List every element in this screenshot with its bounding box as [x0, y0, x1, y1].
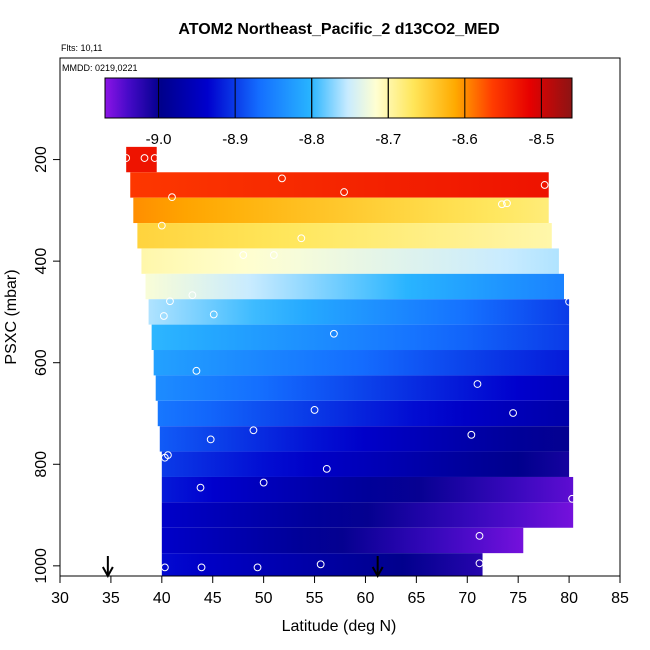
- sample-point: [467, 430, 476, 439]
- sample-point: [140, 154, 149, 162]
- colorbar-tick-label: -8.6: [452, 131, 478, 148]
- colorbar-tick-label: -8.8: [299, 131, 325, 148]
- heatmap-row: [145, 273, 564, 300]
- sample-point: [160, 563, 169, 572]
- heatmap-row: [161, 502, 574, 528]
- chart-title: ATOM2 Northeast_Pacific_2 d13CO2_MED: [178, 21, 499, 38]
- y-tick-label: 400: [33, 248, 50, 275]
- heatmap-row: [130, 172, 549, 198]
- sample-point: [197, 563, 206, 572]
- sample-point: [475, 531, 484, 540]
- sample-point: [196, 483, 205, 492]
- x-tick-label: 45: [204, 590, 222, 607]
- heatmap-row: [148, 299, 570, 325]
- heatmap-row: [137, 223, 552, 249]
- sample-point: [297, 234, 306, 243]
- x-tick-label: 30: [51, 590, 69, 607]
- x-tick-label: 60: [357, 590, 375, 607]
- x-axis-label: Latitude (deg N): [282, 618, 397, 635]
- x-tick-label: 55: [306, 590, 324, 607]
- latitude-arrow-head: [101, 566, 114, 579]
- sample-point: [209, 310, 218, 319]
- sample-point: [192, 366, 201, 375]
- heatmap-row: [161, 553, 483, 576]
- x-tick-label: 35: [102, 590, 120, 607]
- colorbar-tick-label: -8.9: [222, 131, 248, 148]
- x-tick-label: 40: [153, 590, 171, 607]
- sample-point: [316, 560, 325, 569]
- sample-point: [188, 291, 197, 300]
- latitude-arrow-head: [371, 566, 384, 579]
- heatmap-row: [133, 197, 549, 224]
- sample-point: [310, 406, 319, 414]
- heatmap-row: [141, 248, 559, 274]
- heatmap-row: [153, 350, 570, 376]
- sample-point: [168, 193, 176, 202]
- sample-point: [503, 199, 511, 208]
- sample-point: [540, 181, 549, 189]
- plot-frame: [59, 57, 621, 577]
- heatmap-row: [155, 375, 570, 401]
- sample-point: [249, 426, 258, 435]
- y-tick-label: 800: [33, 451, 50, 478]
- sample-point: [278, 174, 286, 183]
- sample-point: [122, 154, 131, 162]
- sample-point: [160, 453, 169, 462]
- latitude-arrows: [101, 556, 384, 579]
- sample-points: [122, 154, 577, 572]
- sample-point: [329, 329, 338, 338]
- sample-point: [322, 464, 331, 473]
- sample-point: [269, 251, 278, 259]
- heatmap-row: [161, 527, 524, 554]
- sample-point: [340, 188, 348, 196]
- y-axis-label: PSXC (mbar): [3, 269, 20, 364]
- x-tick-label: 75: [509, 590, 527, 607]
- flights-label: Flts: 10,11: [61, 43, 102, 53]
- x-tick-label: 50: [255, 590, 273, 607]
- sample-point: [166, 297, 174, 306]
- sample-point: [157, 221, 166, 230]
- y-axis: 200 400 600 800 1000: [33, 146, 60, 584]
- colorbar-tick-label: -9.0: [146, 131, 172, 148]
- heatmap-row: [161, 476, 574, 503]
- sample-point: [568, 494, 577, 503]
- y-tick-label: 1000: [33, 548, 50, 584]
- x-tick-label: 85: [611, 590, 629, 607]
- sample-point: [150, 154, 159, 162]
- sample-point: [509, 409, 517, 417]
- sample-point: [259, 478, 268, 487]
- sample-point: [497, 200, 506, 209]
- sample-point: [159, 312, 168, 320]
- y-tick-label: 200: [33, 146, 50, 173]
- colorbar-tick-label: -8.5: [528, 131, 554, 148]
- colorbar-gradient: [104, 77, 573, 119]
- x-tick-label: 70: [458, 590, 476, 607]
- colorbar: -9.0 -8.9 -8.8 -8.7 -8.6 -8.5: [104, 77, 573, 148]
- sample-point: [473, 380, 482, 388]
- heatmap-row: [159, 426, 570, 452]
- mmdd-label: MMDD: 0219,0221: [62, 63, 138, 73]
- sample-point: [206, 435, 215, 444]
- heatmap-row: [161, 451, 570, 477]
- sample-point: [475, 559, 484, 568]
- colorbar-tick-label: -8.7: [375, 131, 401, 148]
- heatmap-rows: [126, 146, 574, 576]
- sample-point: [253, 563, 262, 572]
- sample-point: [565, 297, 573, 306]
- x-tick-label: 80: [560, 590, 578, 607]
- x-axis: 30 35 40 45 50 55 60 65 70 75 80 85: [51, 576, 629, 607]
- x-tick-label: 65: [407, 590, 425, 607]
- heatmap-row: [157, 400, 570, 427]
- heatmap-row: [151, 324, 570, 351]
- y-tick-label: 600: [33, 349, 50, 376]
- sample-point: [239, 251, 248, 259]
